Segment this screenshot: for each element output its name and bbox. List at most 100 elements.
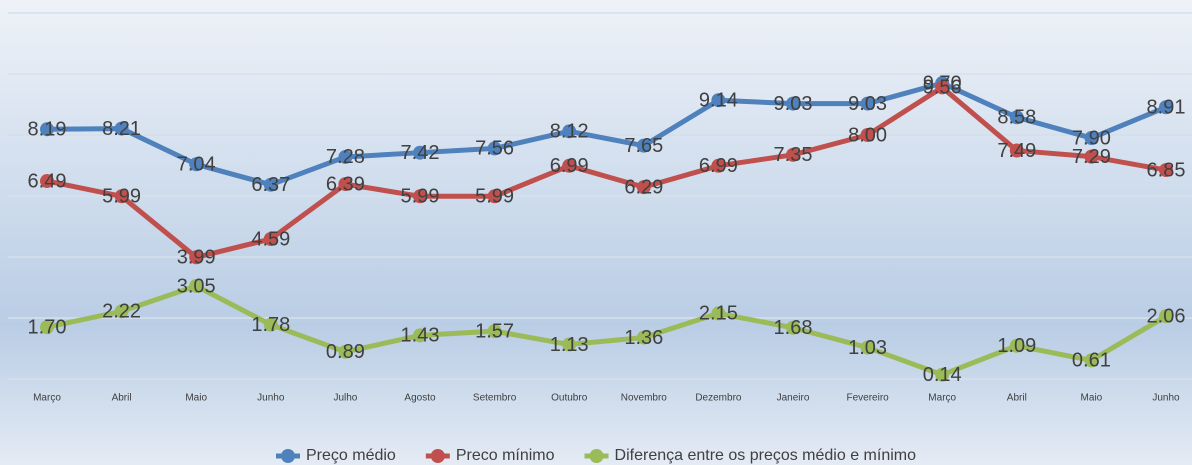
data-point xyxy=(487,324,502,339)
data-label: 8.12 xyxy=(550,121,589,143)
data-label: 8.91 xyxy=(1147,97,1186,119)
data-point xyxy=(711,306,726,321)
data-point xyxy=(114,121,129,136)
data-label: 7.49 xyxy=(997,140,1036,162)
data-point xyxy=(1009,338,1024,353)
x-tick-label: Maio xyxy=(1081,393,1103,404)
data-point xyxy=(40,122,54,137)
data-label: 1.13 xyxy=(550,334,589,356)
data-label: 1.78 xyxy=(251,314,290,336)
data-label: 1.43 xyxy=(401,325,440,347)
data-point xyxy=(189,278,204,293)
series-line xyxy=(46,283,1168,378)
data-label: 2.06 xyxy=(1147,305,1186,327)
data-point xyxy=(1084,353,1099,368)
x-tick-label: Agosto xyxy=(404,393,436,404)
data-point xyxy=(711,158,726,173)
data-point xyxy=(413,328,427,343)
x-tick-label: Julho xyxy=(333,393,357,404)
data-point xyxy=(1159,163,1173,178)
legend-label: Preco mínimo xyxy=(456,447,555,464)
data-label: 5.99 xyxy=(102,186,141,208)
data-point xyxy=(860,340,875,355)
data-label: 9.14 xyxy=(699,90,738,112)
data-point xyxy=(1159,309,1173,324)
legend-swatch xyxy=(281,449,295,463)
legend-label: Diferença entre os preços médio e mínimo xyxy=(615,447,917,464)
data-label: 7.42 xyxy=(401,142,440,164)
data-point xyxy=(860,128,875,142)
data-point xyxy=(114,189,129,204)
data-label: 7.28 xyxy=(326,146,365,168)
data-point xyxy=(711,93,726,108)
x-tick-label: Abril xyxy=(1007,393,1027,404)
data-point xyxy=(636,330,651,345)
data-label: 7.04 xyxy=(177,154,216,176)
data-label: 1.03 xyxy=(848,337,887,359)
data-point xyxy=(338,149,353,164)
data-label: 5.99 xyxy=(475,186,514,208)
x-tick-label: Dezembro xyxy=(695,393,742,404)
data-point xyxy=(786,147,800,162)
data-point xyxy=(935,80,950,95)
data-point xyxy=(263,317,278,332)
data-label: 3.05 xyxy=(177,275,216,297)
data-label: 8.00 xyxy=(848,124,887,146)
data-point xyxy=(413,145,427,160)
data-point xyxy=(338,177,353,192)
data-point xyxy=(1084,149,1099,164)
data-point xyxy=(786,320,800,335)
data-label: 2.22 xyxy=(102,301,141,323)
legend-swatch xyxy=(430,449,445,463)
x-tick-label: Junho xyxy=(257,393,285,404)
x-tick-label: Outubro xyxy=(551,393,588,404)
x-tick-label: Janeiro xyxy=(777,393,810,404)
data-point xyxy=(1084,131,1099,146)
data-label: 6.99 xyxy=(699,155,738,177)
data-point xyxy=(487,189,502,204)
data-label: 9.03 xyxy=(774,93,813,115)
data-label: 6.29 xyxy=(624,176,663,198)
data-label: 1.57 xyxy=(475,320,514,342)
data-point xyxy=(114,304,129,319)
x-tick-label: Novembro xyxy=(621,393,668,404)
x-tick-label: Junho xyxy=(1152,393,1180,404)
x-tick-label: Março xyxy=(33,393,61,404)
data-label: 6.39 xyxy=(326,173,365,195)
data-label: 6.49 xyxy=(28,170,67,192)
data-label: 3.99 xyxy=(177,247,216,269)
data-label: 7.90 xyxy=(1072,127,1111,149)
data-label: 1.09 xyxy=(997,335,1036,357)
data-point xyxy=(189,250,204,265)
data-label: 8.21 xyxy=(102,118,141,140)
data-point xyxy=(40,320,54,335)
legend-label: Preço médio xyxy=(306,447,396,464)
data-point xyxy=(338,344,353,359)
data-label: 0.14 xyxy=(923,364,962,386)
legend-swatch xyxy=(589,449,604,463)
data-point xyxy=(189,157,204,172)
data-label: 1.36 xyxy=(624,327,663,349)
data-point xyxy=(860,96,875,111)
x-tick-label: Maio xyxy=(185,393,207,404)
data-point xyxy=(562,158,577,173)
data-label: 6.37 xyxy=(251,174,290,196)
data-point xyxy=(263,177,278,192)
x-tick-label: Março xyxy=(928,393,956,404)
data-point xyxy=(1159,100,1173,115)
data-point xyxy=(263,232,278,247)
data-label: 1.70 xyxy=(28,316,67,338)
data-point xyxy=(413,189,427,204)
data-label: 6.99 xyxy=(550,155,589,177)
x-tick-label: Setembro xyxy=(473,393,517,404)
data-label: 0.89 xyxy=(326,341,365,363)
data-label: 1.68 xyxy=(774,317,813,339)
series-line xyxy=(46,84,1167,260)
data-label: 5.99 xyxy=(401,186,440,208)
x-tick-label: Abril xyxy=(112,393,132,404)
data-label: 9.03 xyxy=(848,93,887,115)
data-label: 7.56 xyxy=(475,138,514,160)
data-label: 9.56 xyxy=(923,77,962,99)
data-label: 7.65 xyxy=(624,135,663,157)
